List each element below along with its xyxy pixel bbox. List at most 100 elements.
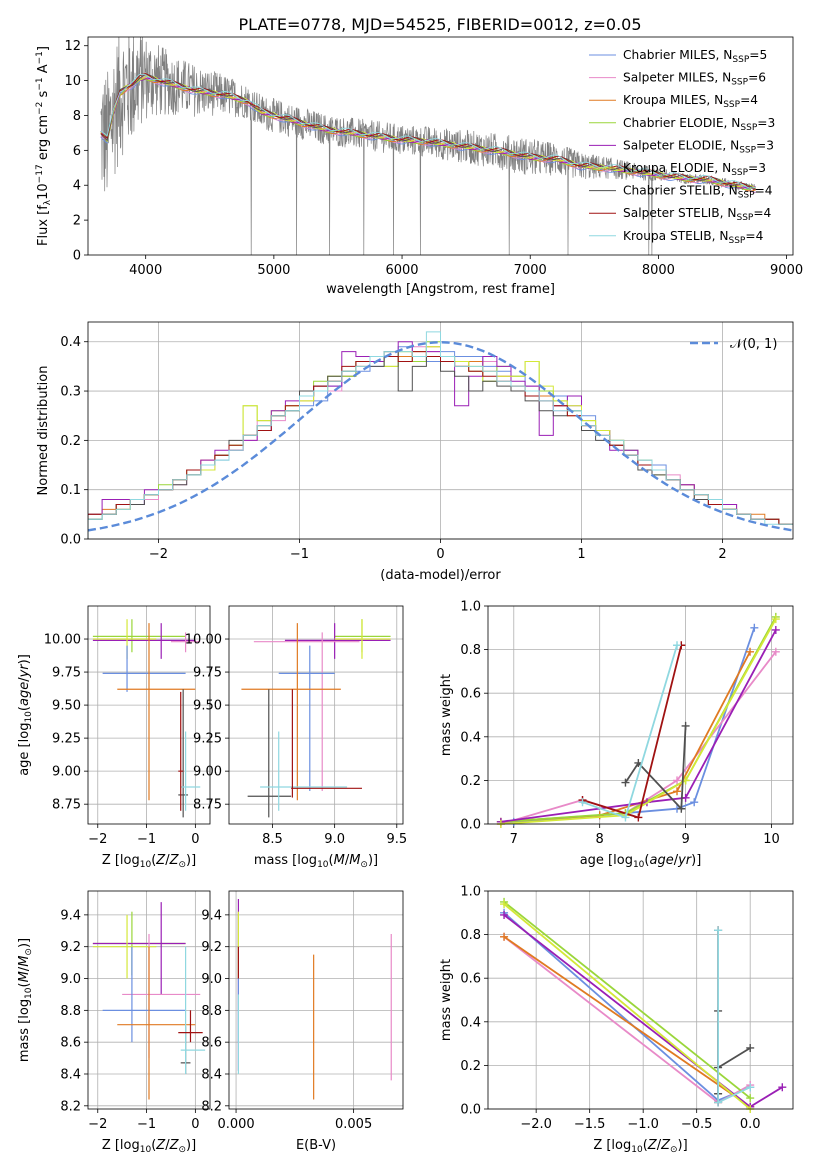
data-point [621,778,630,787]
series-line [500,616,777,823]
data-point [771,615,780,624]
y-tick-label: 9.2 [60,940,81,955]
legend: 𝒩(0, 1) [690,337,777,352]
data-point [714,1098,723,1107]
y-tick-label: 9.00 [193,765,222,780]
y-tick-label: 0.8 [460,643,481,658]
x-tick-label: −2 [88,832,107,847]
y-tick-label: 0.4 [60,335,81,350]
data-point [673,641,682,650]
x-tick-label: 0 [191,832,199,847]
legend: Chabrier MILES, NSSP=5 Salpeter MILES, NS… [589,48,775,246]
axes-frame [87,890,211,1110]
x-tick-label: 7000 [514,263,547,278]
x-tick-label: 0.005 [335,1117,372,1132]
y-tick-label: 9.2 [201,940,222,955]
plot-layer: 4000 5000 6000 7000 8000 9000024681012wavelen… [17,36,803,1155]
x-tick-label: 0.000 [217,1117,254,1132]
y-tick-label: 0.2 [60,434,81,449]
y-tick-label: 9.50 [193,699,222,714]
x-tick-label: 0 [436,547,444,562]
y-axis-label: Flux [fλ10−17 erg cm−2 s−1 A−1] [35,46,53,246]
y-tick-label: 9.0 [201,972,222,987]
data-point [621,813,630,822]
y-tick-label: 8.8 [60,1004,81,1019]
y-tick-label: 9.75 [52,666,81,681]
data-point [578,798,587,807]
y-tick-label: 8.8 [201,1004,222,1019]
legend-entry: Kroupa STELIB, NSSP=4 [623,229,764,246]
y-tick-label: 9.00 [52,765,81,780]
legend-entry: Chabrier ELODIE, NSSP=3 [623,116,775,133]
panel-mass_vs_EBV: 0.000 0.005 8.2 8.4 8.6 8.8 9.0 9.2 9.4 E(B-V) [201,890,404,1153]
y-tick-label: 9.4 [60,908,81,923]
axes-frame [487,605,794,825]
data-point [690,798,699,807]
y-axis-label: mass weight [439,959,454,1041]
y-axis-label: age [log10(age/yr)] [17,654,34,776]
y-tick-label: 0.4 [460,730,481,745]
y-tick-label: 1.0 [460,885,481,900]
y-tick-label: 8.75 [193,798,222,813]
data-point [681,721,690,730]
axes-frame [87,321,794,540]
y-tick-label: 0.4 [460,1015,481,1030]
normal-curve [88,340,793,532]
panel-spectrum: 4000 5000 6000 7000 8000 9000 0 2 4 6 8 10 12 wavelen… [35,36,803,297]
series-line [717,1010,751,1094]
y-tick-label: 8 [73,109,81,124]
y-tick-label: 10 [64,74,81,89]
x-tick-label: 1 [577,547,585,562]
data-point [673,776,682,785]
y-tick-label: 8.2 [201,1099,222,1114]
x-tick-label: 0.0 [740,1117,761,1132]
y-tick-label: 2 [73,214,81,229]
axes-frame [228,890,404,1110]
x-tick-label: −1.5 [574,1117,606,1132]
x-axis-label: Z [log10(Z/Z⊙)] [102,853,196,870]
x-axis-label: E(B-V) [296,1138,336,1153]
data-point [500,932,509,941]
y-tick-label: 9.75 [193,666,222,681]
series-line [503,903,751,1109]
x-tick-label: 4000 [129,263,162,278]
series-line [500,629,777,823]
series-line [513,627,756,823]
legend-entry: 𝒩(0, 1) [730,337,777,352]
series-line [503,901,751,1099]
x-tick-label: 9.5 [386,832,407,847]
y-tick-label: 8.6 [201,1036,222,1051]
data-point [714,926,723,935]
panel-weight_vs_age: 7 8 9 10 0.0 0.2 0.4 0.6 0.8 1.0 age [log10(age/yr… [439,600,794,870]
y-tick-label: 12 [64,39,81,54]
y-axis-label: Normed distribution [36,366,51,496]
series-line [624,725,687,811]
x-tick-label: 6000 [385,263,418,278]
y-tick-label: 0.0 [460,1103,481,1118]
panel-residuals: −2 −1 0 1 2 0.0 0.1 0.2 0.3 0.4 (data-model)/error… [36,321,794,583]
x-tick-label: 0 [191,1117,199,1132]
y-tick-label: 9.4 [201,908,222,923]
y-tick-label: 0 [73,249,81,264]
figure-title: PLATE=0778, MJD=54525, FIBERID=0012, z=0… [238,15,641,34]
model-fit-line [100,73,756,189]
data-point [746,1094,755,1103]
x-axis-label: Z [log10(Z/Z⊙)] [102,1138,196,1155]
y-tick-label: 10.00 [44,633,81,648]
legend-entry: Salpeter ELODIE, NSSP=3 [623,138,774,155]
data-point [746,1043,755,1052]
x-tick-label: −2.0 [520,1117,552,1132]
data-point [677,804,686,813]
data-point [746,1083,755,1092]
x-axis-label: (data-model)/error [380,568,501,583]
y-tick-label: 0.6 [460,972,481,987]
y-tick-label: 0.1 [60,483,81,498]
y-tick-label: 0.2 [460,1059,481,1074]
histogram-series [88,331,793,539]
y-tick-label: 0.0 [460,818,481,833]
data-point [500,910,509,919]
model-fit-line [100,73,756,190]
data-point [771,647,780,656]
series-line [500,651,777,824]
